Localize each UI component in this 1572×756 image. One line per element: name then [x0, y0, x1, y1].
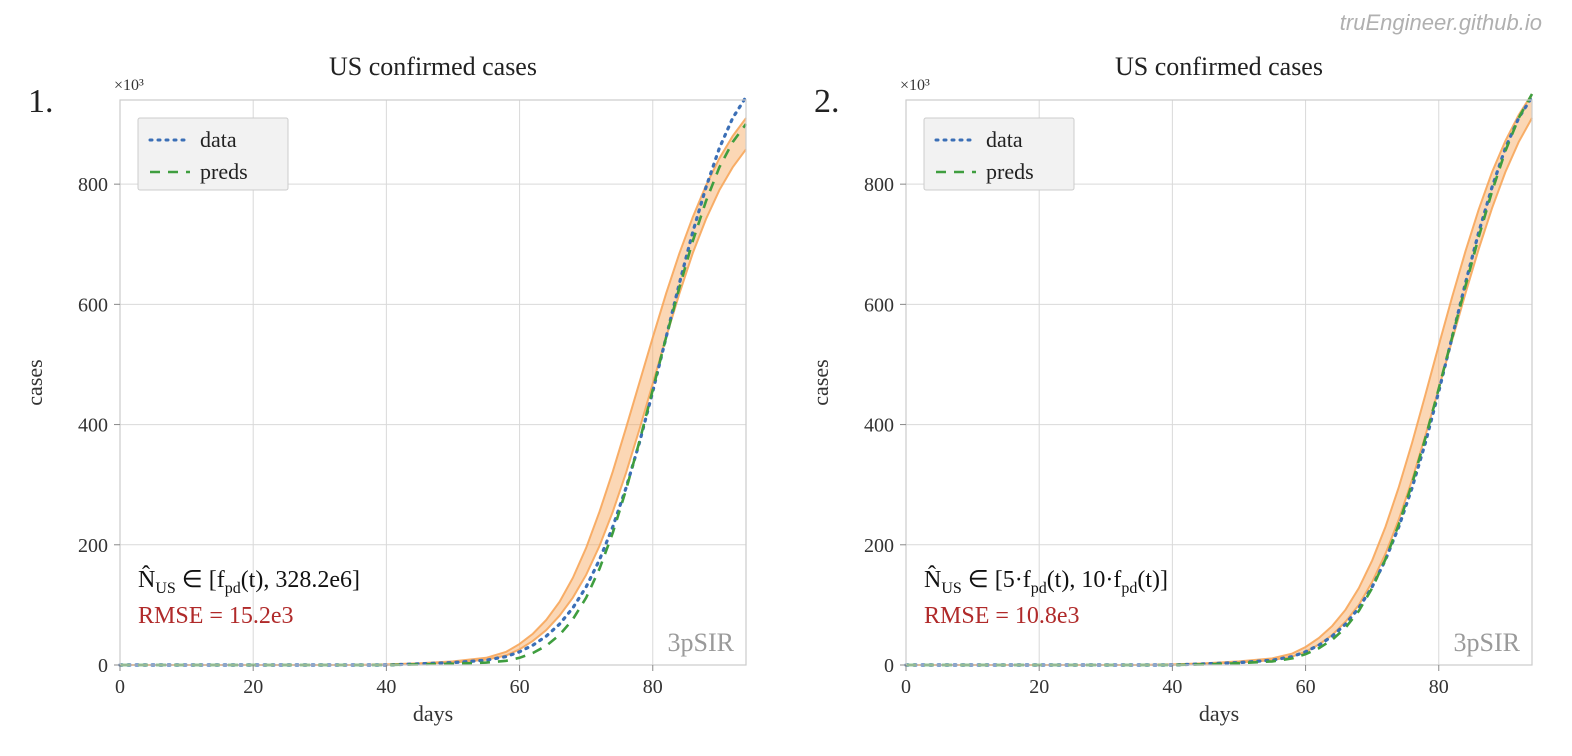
legend-label: preds	[200, 159, 248, 184]
panel-number-2: 2.	[814, 83, 840, 121]
ytick-label: 0	[98, 655, 108, 677]
xtick-label: 20	[243, 676, 263, 698]
legend-label: data	[986, 127, 1023, 152]
ytick-label: 400	[864, 415, 894, 437]
y-scale-label: ×10³	[900, 77, 930, 94]
annotation-rmse: RMSE = 10.8e3	[924, 603, 1080, 629]
xlabel: days	[1199, 701, 1239, 726]
ytick-label: 800	[78, 174, 108, 196]
xtick-label: 80	[1429, 676, 1449, 698]
ytick-label: 200	[864, 535, 894, 557]
xtick-label: 0	[115, 676, 125, 698]
ytick-label: 200	[78, 535, 108, 557]
ylabel: cases	[808, 359, 833, 405]
model-tag: 3pSIR	[668, 628, 735, 657]
y-scale-label: ×10³	[114, 77, 144, 94]
xtick-label: 40	[376, 676, 396, 698]
ytick-label: 400	[78, 415, 108, 437]
chart-title: US confirmed cases	[329, 52, 537, 81]
charts-container: 1. 0204060800200400600800×10³dayscasesUS…	[0, 0, 1572, 756]
ytick-label: 600	[78, 294, 108, 316]
panel-number-1: 1.	[28, 83, 54, 121]
xtick-label: 20	[1029, 676, 1049, 698]
ylabel: cases	[22, 359, 47, 405]
xtick-label: 60	[510, 676, 530, 698]
ytick-label: 800	[864, 174, 894, 196]
legend-label: preds	[986, 159, 1034, 184]
legend-label: data	[200, 127, 237, 152]
xtick-label: 0	[901, 676, 911, 698]
ytick-label: 0	[884, 655, 894, 677]
chart-title: US confirmed cases	[1115, 52, 1323, 81]
chart-panel-1: 1. 0204060800200400600800×10³dayscasesUS…	[0, 35, 786, 756]
chart-svg-2: 0204060800200400600800×10³dayscasesUS co…	[806, 45, 1552, 735]
xtick-label: 80	[643, 676, 663, 698]
watermark: truEngineer.github.io	[1340, 10, 1542, 36]
ytick-label: 600	[864, 294, 894, 316]
chart-svg-1: 0204060800200400600800×10³dayscasesUS co…	[20, 45, 766, 735]
chart-panel-2: 2. 0204060800200400600800×10³dayscasesUS…	[786, 35, 1572, 756]
xtick-label: 60	[1296, 676, 1316, 698]
xtick-label: 40	[1162, 676, 1182, 698]
model-tag: 3pSIR	[1454, 628, 1521, 657]
xlabel: days	[413, 701, 453, 726]
annotation-rmse: RMSE = 15.2e3	[138, 603, 294, 629]
